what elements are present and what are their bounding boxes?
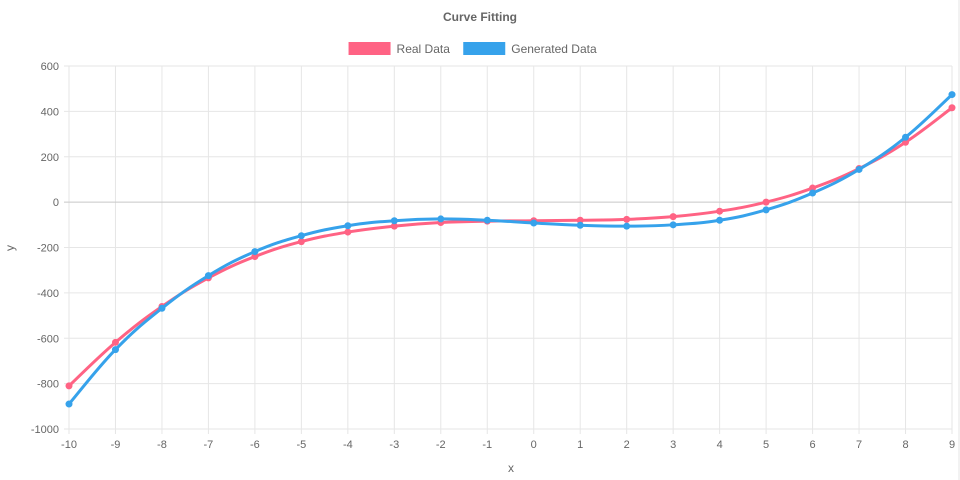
data-point[interactable]	[158, 304, 166, 312]
y-tick-label: 200	[41, 152, 59, 164]
x-tick-label: -6	[250, 439, 260, 451]
x-tick-label: -3	[389, 439, 399, 451]
legend-item[interactable]: Real Data	[348, 42, 451, 56]
data-point[interactable]	[809, 189, 817, 197]
data-point[interactable]	[251, 253, 259, 261]
legend-item[interactable]: Generated Data	[463, 42, 597, 56]
legend-swatch	[463, 42, 506, 55]
data-point[interactable]	[762, 206, 770, 214]
data-point[interactable]	[297, 238, 305, 246]
data-point[interactable]	[111, 338, 119, 346]
y-tick-label: -600	[37, 333, 59, 345]
y-tick-label: 400	[41, 106, 59, 118]
legend: Real Data Generated Data	[348, 42, 597, 56]
y-tick-label: 600	[41, 61, 59, 73]
series-line	[67, 93, 954, 406]
data-point[interactable]	[297, 232, 305, 240]
x-tick-label: -1	[482, 439, 492, 451]
data-point[interactable]	[669, 221, 677, 229]
x-tick-label: 9	[949, 439, 955, 451]
legend-swatch	[348, 42, 391, 55]
x-tick-label: -8	[157, 439, 167, 451]
data-point[interactable]	[855, 165, 863, 173]
data-point[interactable]	[344, 228, 352, 236]
data-point[interactable]	[716, 207, 724, 215]
data-point[interactable]	[576, 216, 584, 224]
data-point[interactable]	[65, 400, 73, 408]
x-tick-label: 5	[763, 439, 769, 451]
x-axis-ticks: -10 -9 -8 -7 -6 -5 -4 -3 -2 -1 0 1 2 3 4 5 6 7 8 9	[61, 439, 955, 451]
series-0	[65, 104, 956, 390]
legend-label: Real Data	[397, 42, 451, 56]
data-point[interactable]	[483, 216, 491, 224]
chart-title: Curve Fitting	[443, 10, 517, 24]
data-point[interactable]	[948, 91, 956, 99]
data-point[interactable]	[251, 248, 259, 256]
x-tick-label: 8	[902, 439, 908, 451]
series-line	[67, 106, 954, 388]
data-point[interactable]	[530, 219, 538, 227]
y-tick-label: 0	[53, 197, 59, 209]
data-point[interactable]	[111, 346, 119, 354]
y-tick-label: -800	[37, 379, 59, 391]
data-point[interactable]	[344, 222, 352, 230]
x-tick-label: -9	[111, 439, 121, 451]
series-layer	[65, 91, 956, 408]
x-tick-label: -5	[296, 439, 306, 451]
x-tick-label: 1	[577, 439, 583, 451]
legend-label: Generated Data	[511, 42, 597, 56]
y-tick-label: -400	[37, 288, 59, 300]
data-point[interactable]	[716, 216, 724, 224]
x-tick-label: 4	[717, 439, 723, 451]
y-tick-label: -1000	[31, 424, 59, 436]
data-point[interactable]	[809, 184, 817, 192]
data-point[interactable]	[204, 272, 212, 280]
data-point[interactable]	[390, 217, 398, 225]
y-tick-label: -200	[37, 243, 59, 255]
data-point[interactable]	[669, 213, 677, 221]
x-tick-label: 3	[670, 439, 676, 451]
data-point[interactable]	[437, 215, 445, 223]
x-axis-label: x	[508, 461, 514, 475]
y-axis-ticks: 600 400 200 0 -200 -400 -600 -800 -1000	[31, 61, 59, 436]
x-tick-label: 0	[531, 439, 537, 451]
data-point[interactable]	[902, 133, 910, 141]
x-tick-label: -4	[343, 439, 353, 451]
data-point[interactable]	[948, 104, 956, 112]
y-axis-label: y	[3, 245, 17, 251]
data-point[interactable]	[390, 222, 398, 230]
data-point[interactable]	[762, 198, 770, 206]
data-point[interactable]	[576, 221, 584, 229]
gridlines	[64, 0, 960, 480]
x-tick-label: 6	[810, 439, 816, 451]
x-tick-label: -7	[204, 439, 214, 451]
data-point[interactable]	[623, 215, 631, 223]
x-tick-label: -10	[61, 439, 77, 451]
series-1	[65, 91, 956, 408]
data-point[interactable]	[65, 382, 73, 390]
x-tick-label: 7	[856, 439, 862, 451]
x-tick-label: 2	[624, 439, 630, 451]
data-point[interactable]	[623, 222, 631, 230]
x-tick-label: -2	[436, 439, 446, 451]
